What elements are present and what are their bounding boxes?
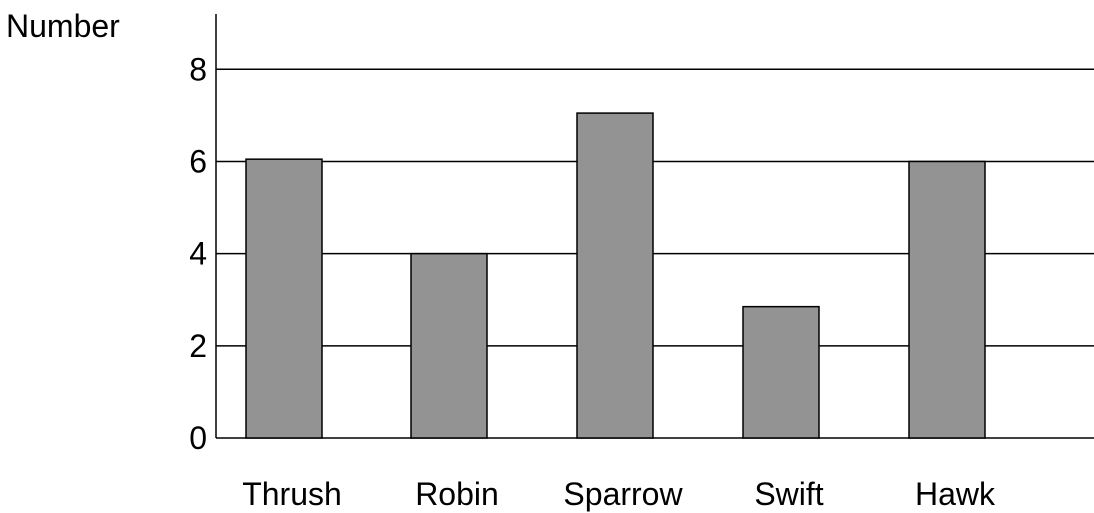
- bar-robin: [410, 252, 488, 439]
- y-tick-label: 2: [189, 328, 207, 364]
- x-category-label: Sparrow: [563, 476, 683, 512]
- x-category-label: Thrush: [242, 476, 342, 512]
- y-tick-label: 0: [189, 420, 207, 456]
- y-tick-label: 4: [189, 236, 207, 272]
- y-tick-label: 8: [189, 51, 207, 87]
- bar-hawk: [908, 160, 986, 439]
- bars: [245, 112, 986, 439]
- y-tick-labels: 0 2 4 6 8: [189, 51, 207, 456]
- bar-thrush: [245, 158, 323, 439]
- bar-swift: [742, 305, 820, 439]
- x-category-label: Hawk: [915, 476, 996, 512]
- x-category-labels: Thrush Robin Sparrow Swift Hawk: [242, 476, 996, 512]
- y-tick-label: 6: [189, 143, 207, 179]
- x-category-label: Robin: [415, 476, 499, 512]
- y-axis-title: Number: [6, 8, 120, 44]
- x-category-label: Swift: [754, 476, 823, 512]
- bar-sparrow: [576, 112, 654, 439]
